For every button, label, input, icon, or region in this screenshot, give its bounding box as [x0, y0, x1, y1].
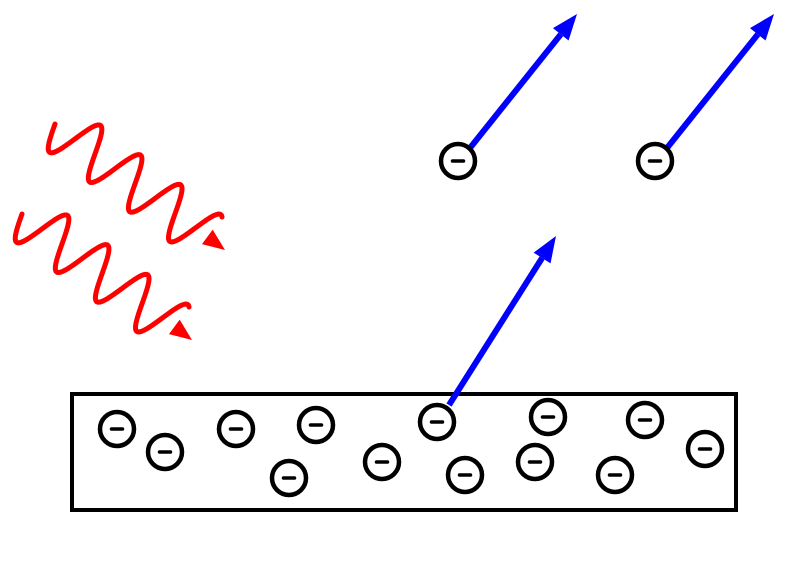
plate-electron-8	[518, 445, 552, 479]
plate-electron-2	[219, 412, 253, 446]
velocity-arrow-1	[667, 14, 774, 148]
plate-electron-5	[365, 445, 399, 479]
velocity-arrow-0	[470, 14, 577, 148]
plate-electron-10	[598, 458, 632, 492]
plate-electron-11	[628, 403, 662, 437]
velocity-arrow-2	[449, 236, 556, 405]
plate-electron-1	[148, 435, 182, 469]
photon-wave-1	[15, 214, 192, 340]
plate-electron-7	[448, 458, 482, 492]
photoelectric-diagram	[0, 0, 800, 576]
ejected-electron-1	[638, 144, 672, 178]
plate-electron-3	[272, 461, 306, 495]
plate-electron-0	[100, 412, 134, 446]
plate-electron-12	[688, 432, 722, 466]
ejected-electron-0	[441, 144, 475, 178]
plate-electron-4	[299, 408, 333, 442]
plate-electron-6	[420, 405, 454, 439]
photon-wave-0	[48, 124, 225, 250]
plate-electron-9	[531, 400, 565, 434]
